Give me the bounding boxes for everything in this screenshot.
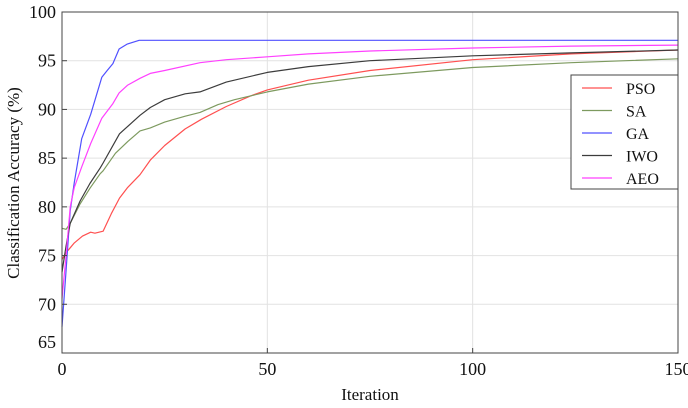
legend-label-iwo: IWO bbox=[626, 149, 658, 166]
x-tick-label: 50 bbox=[258, 359, 276, 379]
legend: PSO SA GA IWO AEO bbox=[570, 74, 679, 190]
x-tick-label: 150 bbox=[665, 359, 688, 379]
legend-label-aeo: AEO bbox=[626, 171, 659, 188]
y-tick-label: 100 bbox=[29, 2, 56, 22]
y-tick-label: 85 bbox=[38, 148, 56, 168]
series-line-sa bbox=[61, 58, 679, 230]
y-tick-label: 75 bbox=[38, 246, 56, 266]
legend-box bbox=[570, 74, 679, 190]
y-tick-label: 80 bbox=[38, 197, 56, 217]
x-axis-ticks: 0 50 100 150 bbox=[58, 348, 688, 379]
legend-label-sa: SA bbox=[626, 104, 647, 121]
y-tick-label: 65 bbox=[38, 332, 56, 352]
y-tick-label: 90 bbox=[38, 99, 56, 119]
legend-label-pso: PSO bbox=[626, 81, 655, 98]
y-axis-ticks: 65 70 75 80 85 90 95 100 bbox=[29, 2, 67, 354]
x-axis-label: Iteration bbox=[341, 385, 399, 404]
y-axis-label: Classification Accuracy (%) bbox=[4, 87, 23, 279]
x-tick-label: 0 bbox=[58, 359, 67, 379]
series-line-iwo bbox=[61, 49, 679, 273]
series-line-aeo bbox=[61, 44, 679, 299]
series-line-pso bbox=[61, 49, 679, 260]
y-tick-label: 95 bbox=[38, 51, 56, 71]
series-lines bbox=[61, 39, 679, 327]
y-tick-label: 70 bbox=[38, 294, 56, 314]
x-tick-label: 100 bbox=[459, 359, 486, 379]
legend-label-ga: GA bbox=[626, 126, 650, 143]
